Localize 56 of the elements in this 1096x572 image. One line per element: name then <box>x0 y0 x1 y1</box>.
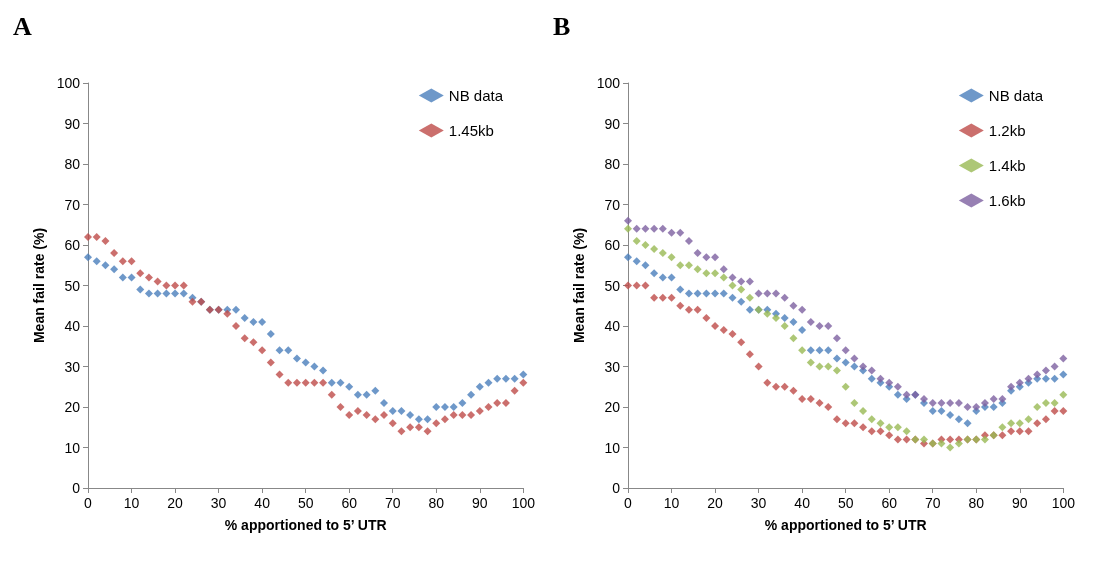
x-tick-label: 20 <box>167 495 184 511</box>
x-tick-label: 90 <box>1012 495 1028 511</box>
y-tick-label: 80 <box>64 156 81 172</box>
x-tick-label: 50 <box>297 495 314 511</box>
x-tick-label: 60 <box>341 495 358 511</box>
y-tick-label: 90 <box>604 115 621 132</box>
legend-label: 1.2kb <box>988 122 1026 139</box>
x-tick-label: 0 <box>624 495 633 511</box>
x-axis-title: % apportioned to 5’ UTR <box>764 517 927 533</box>
y-tick-label: 100 <box>596 75 621 91</box>
y-tick-label: 0 <box>612 480 621 496</box>
legend-label: 1.6kb <box>988 192 1026 209</box>
x-tick-label: 50 <box>837 495 854 511</box>
y-tick-label: 40 <box>604 318 621 334</box>
y-tick-label: 100 <box>56 75 81 91</box>
x-tick-label: 30 <box>750 495 767 511</box>
y-tick-label: 20 <box>604 399 621 415</box>
y-tick-label: 10 <box>64 439 81 456</box>
y-axis-title: Mean fail rate (%) <box>30 227 47 344</box>
x-tick-label: 70 <box>924 495 941 511</box>
y-tick-label: 60 <box>604 237 621 253</box>
y-tick-label: 30 <box>64 358 81 375</box>
y-tick-label: 80 <box>604 156 621 172</box>
legend-label: NB data <box>988 87 1044 104</box>
x-tick-label: 40 <box>794 495 811 511</box>
x-tick-label: 10 <box>123 495 140 511</box>
x-tick-label: 30 <box>210 495 227 511</box>
x-tick-label: 60 <box>881 495 898 511</box>
x-tick-label: 70 <box>384 495 401 511</box>
y-axis-title: Mean fail rate (%) <box>570 227 587 344</box>
legend-label: 1.45kb <box>448 122 494 139</box>
y-tick-label: 60 <box>64 237 81 253</box>
x-tick-label: 40 <box>254 495 271 511</box>
legend-label: 1.4kb <box>988 157 1026 174</box>
x-axis-title: % apportioned to 5’ UTR <box>224 517 387 533</box>
x-tick-label: 100 <box>1051 495 1076 511</box>
y-tick-label: 50 <box>64 277 81 294</box>
legend-label: NB data <box>448 87 504 104</box>
y-tick-label: 50 <box>604 277 621 294</box>
chart-title: A <box>13 11 32 41</box>
y-tick-label: 90 <box>64 115 81 132</box>
x-tick-label: 90 <box>472 495 488 511</box>
y-tick-label: 0 <box>72 480 81 496</box>
x-tick-label: 100 <box>511 495 536 511</box>
y-tick-label: 20 <box>64 399 81 415</box>
y-tick-label: 70 <box>64 196 81 213</box>
chart-title: B <box>553 11 571 41</box>
x-tick-label: 0 <box>84 495 93 511</box>
x-tick-label: 80 <box>968 495 985 511</box>
y-tick-label: 30 <box>604 358 621 375</box>
y-tick-label: 70 <box>604 196 621 213</box>
x-tick-label: 10 <box>663 495 680 511</box>
x-tick-label: 80 <box>428 495 445 511</box>
y-tick-label: 10 <box>604 439 621 456</box>
y-tick-label: 40 <box>64 318 81 334</box>
x-tick-label: 20 <box>707 495 724 511</box>
